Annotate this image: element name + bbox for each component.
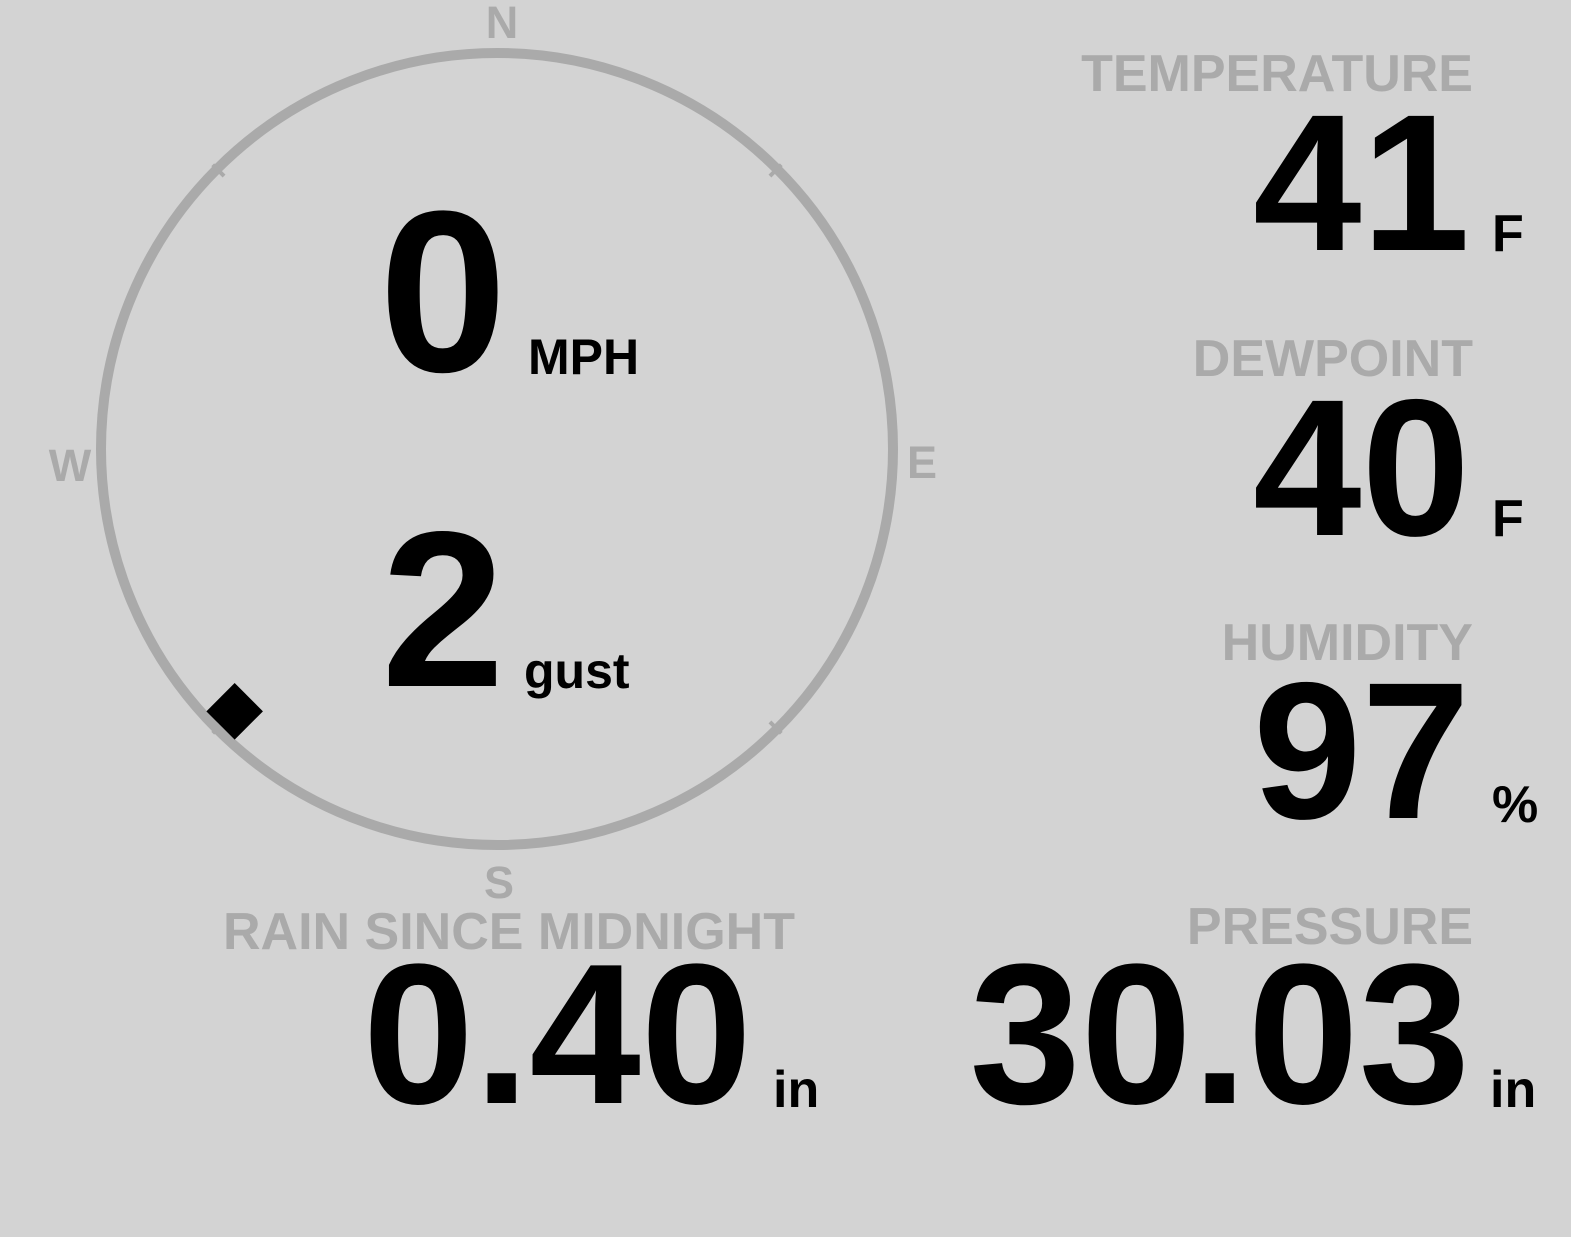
- wind-speed-value: 0: [379, 163, 507, 420]
- rain-unit: in: [773, 1061, 820, 1119]
- compass-east: E: [906, 437, 938, 488]
- pressure-value: 30.03: [969, 923, 1471, 1146]
- compass-tick: [768, 720, 783, 735]
- pressure-unit: in: [1490, 1061, 1537, 1119]
- wind-gust-label: gust: [524, 643, 630, 699]
- humidity-unit: %: [1492, 776, 1539, 834]
- pressure-label: PRESSURE: [1186, 898, 1473, 956]
- compass-ring: [96, 48, 898, 850]
- rain-label: RAIN SINCE MIDNIGHT: [223, 903, 795, 961]
- dewpoint-value: 40: [1253, 359, 1470, 577]
- wind-speed-unit: MPH: [528, 329, 640, 385]
- compass-west: W: [48, 440, 92, 491]
- humidity-value: 97: [1253, 642, 1470, 860]
- compass-south: S: [483, 857, 515, 908]
- dewpoint-label: DEWPOINT: [1192, 330, 1473, 388]
- humidity-label: HUMIDITY: [1221, 614, 1473, 672]
- compass-tick: [211, 163, 226, 178]
- rain-value: 0.40: [362, 923, 752, 1146]
- temperature-unit: F: [1492, 205, 1524, 263]
- wind-gust-value: 2: [381, 486, 505, 734]
- dewpoint-unit: F: [1492, 490, 1524, 548]
- compass-tick: [768, 163, 783, 178]
- temperature-label: TEMPERATURE: [1081, 45, 1473, 103]
- temperature-value: 41: [1253, 74, 1470, 292]
- compass-north: N: [485, 0, 519, 48]
